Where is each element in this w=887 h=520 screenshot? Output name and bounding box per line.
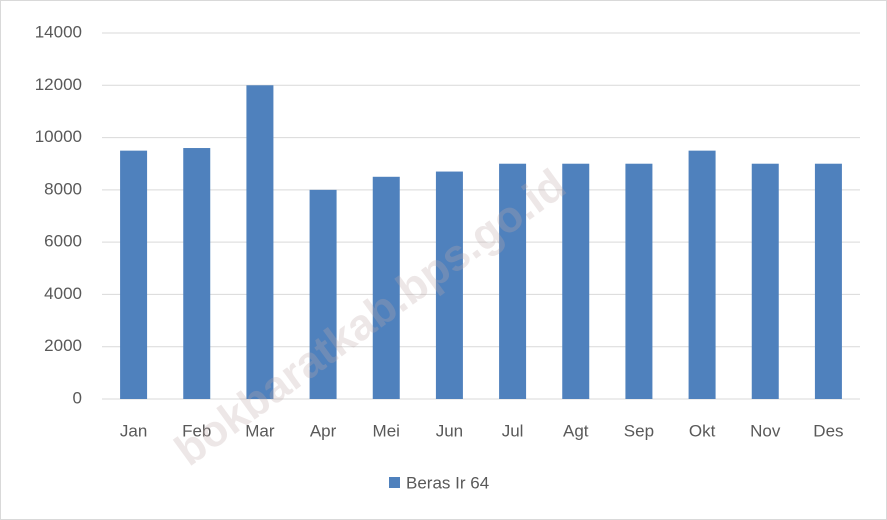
- legend-label: Beras Ir 64: [406, 473, 489, 492]
- y-tick-label: 8000: [44, 179, 82, 198]
- x-tick-label: Jul: [502, 421, 524, 440]
- x-tick-label: Apr: [310, 421, 337, 440]
- bar: [435, 171, 463, 399]
- x-tick-label: Jun: [436, 421, 463, 440]
- bar: [246, 85, 274, 400]
- bar: [372, 176, 400, 399]
- x-tick-label: Agt: [563, 421, 589, 440]
- x-tick-label: Jan: [120, 421, 147, 440]
- x-tick-label: Feb: [182, 421, 211, 440]
- x-tick-label: Mei: [373, 421, 400, 440]
- y-tick-label: 12000: [35, 75, 82, 94]
- y-tick-label: 6000: [44, 232, 82, 251]
- bar: [562, 163, 590, 399]
- y-tick-label: 10000: [35, 127, 82, 146]
- x-tick-label: Nov: [750, 421, 781, 440]
- x-tick-label: Okt: [689, 421, 716, 440]
- bar: [751, 163, 779, 399]
- bar: [120, 150, 148, 399]
- x-tick-label: Mar: [245, 421, 275, 440]
- y-tick-label: 4000: [44, 284, 82, 303]
- bar: [183, 148, 211, 399]
- x-tick-label: Sep: [624, 421, 654, 440]
- bar: [688, 150, 716, 399]
- bar: [814, 163, 842, 399]
- bar: [309, 189, 337, 399]
- y-tick-label: 2000: [44, 336, 82, 355]
- bar: [499, 163, 527, 399]
- y-tick-label: 14000: [35, 22, 82, 41]
- bar: [625, 163, 653, 399]
- x-tick-label: Des: [813, 421, 843, 440]
- y-tick-label: 0: [73, 388, 82, 407]
- legend-swatch: [389, 477, 400, 488]
